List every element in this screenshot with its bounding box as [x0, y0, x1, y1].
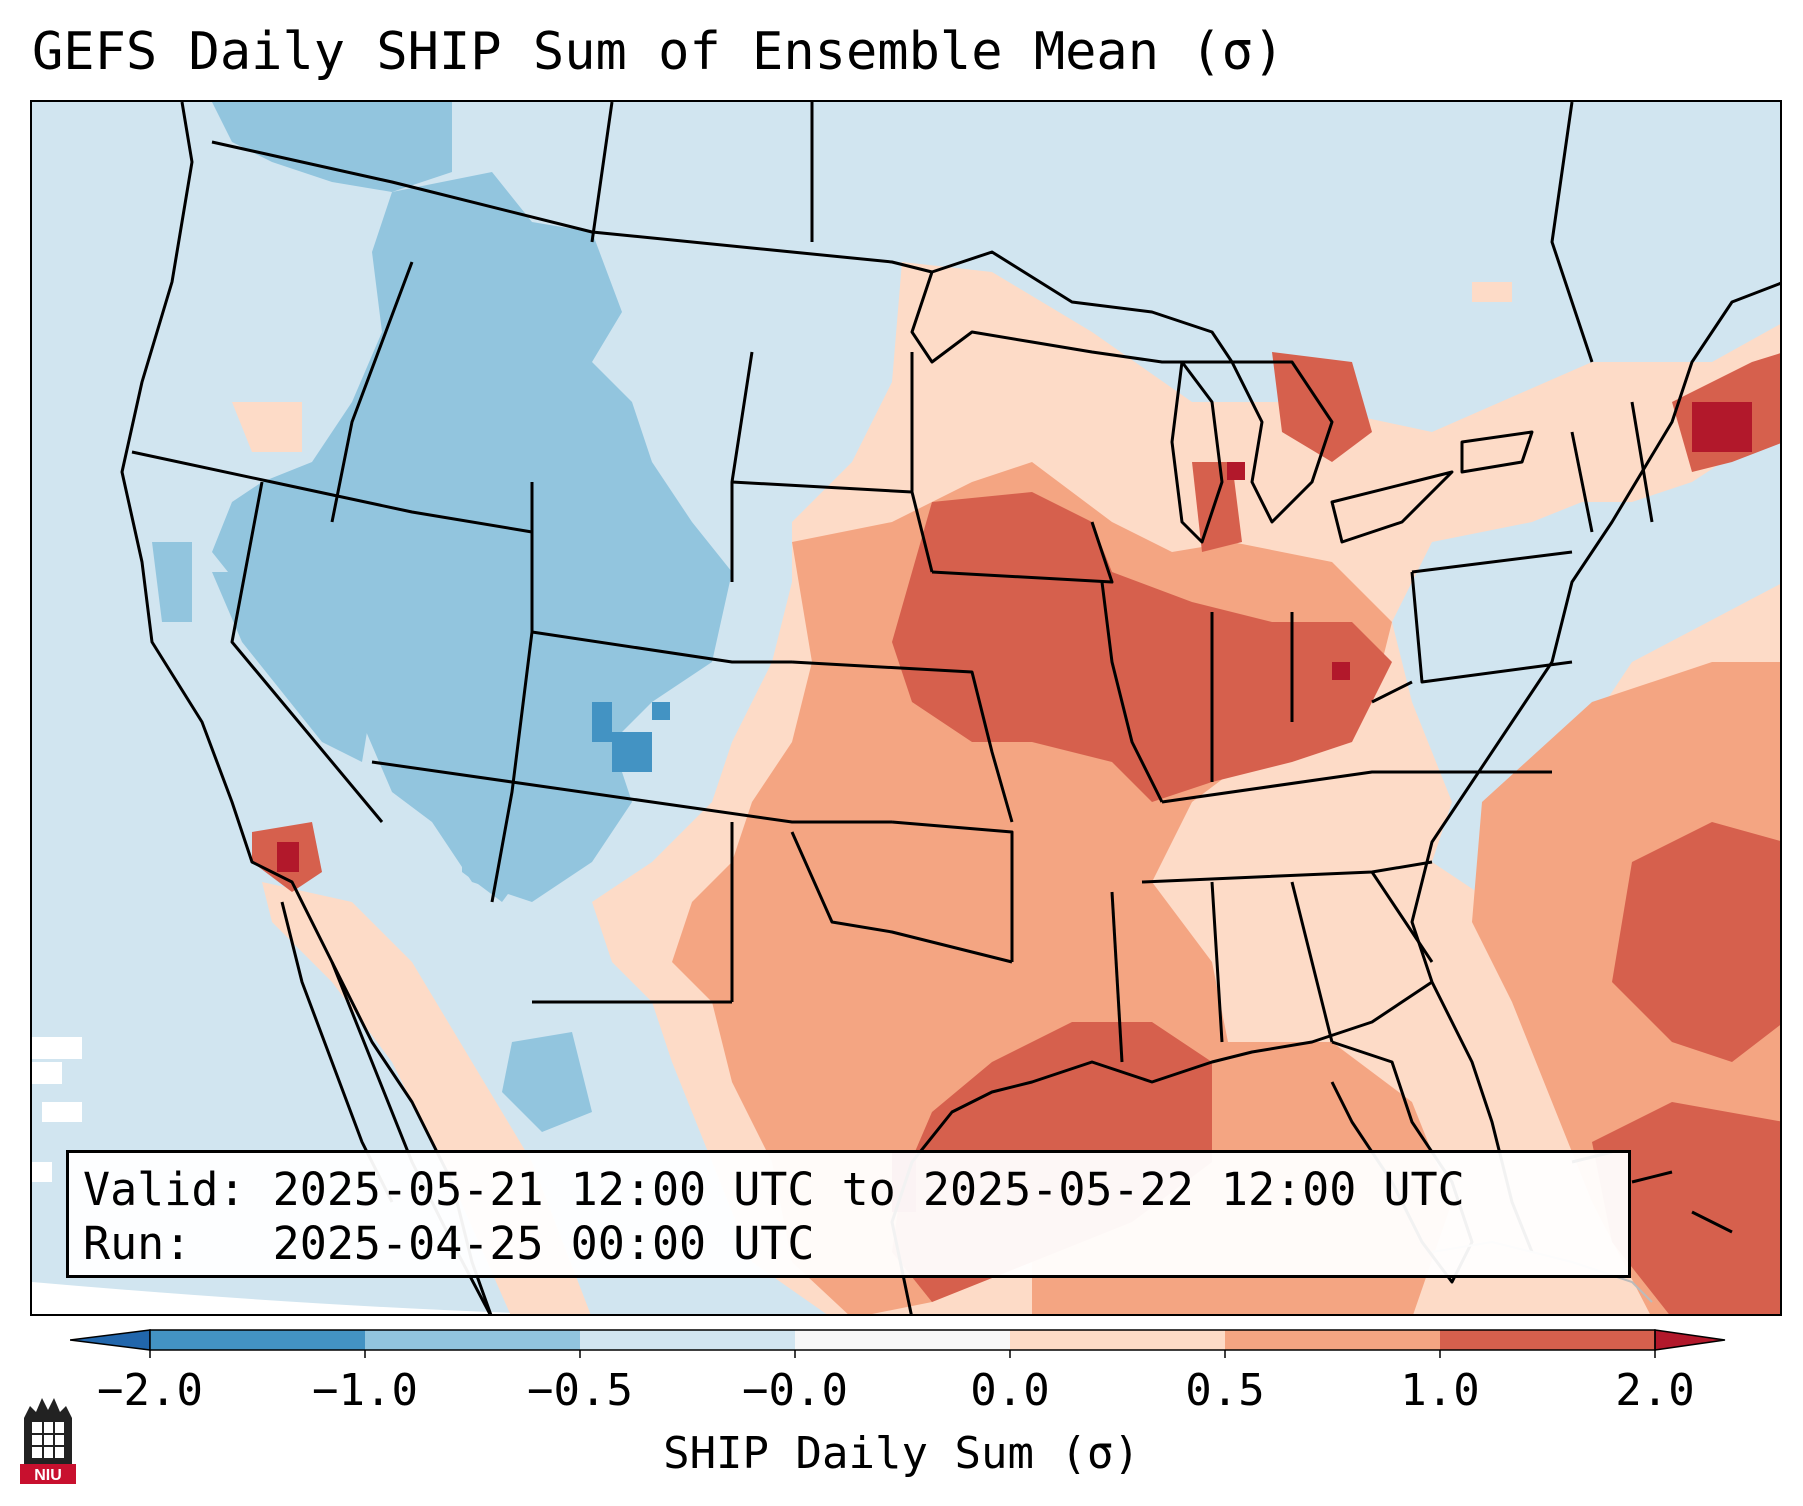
state-line-24: [1210, 881, 1224, 1043]
state-line-2: [330, 261, 414, 523]
state-line-29: [1371, 680, 1413, 704]
bahamas-3: [1691, 1210, 1733, 1234]
positive-region-atlantic-strong: [1612, 822, 1780, 1062]
colorbar-tick-label: −0.5: [527, 1365, 633, 1416]
colorbar-tick-label: 0.0: [970, 1365, 1050, 1416]
lake-ontario: [1460, 430, 1534, 474]
ship-anomaly-map: [32, 102, 1780, 1314]
extreme-positive-socal: [277, 842, 299, 872]
colorbar-segment: [795, 1330, 1010, 1350]
colorbar-over-arrow: [1654, 1329, 1726, 1351]
state-line-23: [1110, 891, 1124, 1063]
lake-superior: [910, 250, 1234, 364]
state-line-32: [1550, 102, 1594, 363]
negative-region-nevada: [212, 572, 372, 762]
positive-region-michigan-strong: [1192, 462, 1242, 552]
negative-region-pacnw: [212, 102, 452, 192]
state-line-30: [1570, 431, 1594, 533]
positive-region-midwest-strong: [892, 492, 1392, 802]
map-title: GEFS Daily SHIP Sum of Ensemble Mean (σ): [32, 22, 1285, 82]
state-line-18: [1100, 581, 1164, 803]
state-line-28: [1410, 571, 1573, 684]
colorbar-outline: [149, 1329, 1656, 1351]
lake-huron-michigan-east: [1230, 360, 1334, 524]
colorbar-segments: [70, 1329, 1726, 1358]
colorbar-label: SHIP Daily Sum (σ): [663, 1428, 1140, 1479]
run-time-line: Run: 2025-04-25 00:00 UTC: [83, 1217, 815, 1270]
state-line-3: [490, 482, 534, 903]
coastline-east: [1410, 281, 1780, 1253]
state-line-17: [931, 521, 1114, 584]
state-line-15: [790, 831, 1013, 964]
canada-border: [211, 140, 933, 274]
positive-region-canada-light: [1472, 282, 1512, 302]
niu-logo-icon: NIU: [20, 1392, 76, 1484]
bahamas-2: [1631, 1170, 1673, 1184]
logo-text: NIU: [34, 1467, 62, 1484]
state-line-10: [590, 102, 614, 243]
state-line-26: [1370, 871, 1434, 963]
state-line-31: [1630, 401, 1654, 523]
state-line-1: [131, 450, 533, 534]
colorbar-segment: [365, 1330, 580, 1350]
colorbar-tick-label: 1.0: [1400, 1365, 1480, 1416]
extreme-positive-ohio: [1332, 662, 1350, 680]
projection-edge-bottom-left: [32, 1282, 543, 1314]
valid-run-info-box: Valid: 2025-05-21 12:00 UTC to 2025-05-2…: [66, 1150, 1631, 1278]
white-patch-pacific-3: [42, 1102, 82, 1122]
colorbar-under-arrow: [70, 1329, 151, 1351]
colorbar-segment: [580, 1330, 795, 1350]
positive-region-oregon-light: [232, 402, 302, 452]
lake-erie: [1330, 470, 1454, 544]
colorbar-tick-label: −1.0: [312, 1365, 418, 1416]
negative-region-mexico: [502, 1032, 592, 1132]
lake-michigan: [1170, 360, 1224, 544]
negative-region-oregon: [152, 542, 192, 622]
coastline-west: [120, 102, 493, 1314]
state-line-6: [371, 760, 892, 824]
state-line-5: [531, 630, 792, 664]
negative-region-arizona: [462, 782, 532, 902]
state-line-13: [791, 660, 1014, 823]
state-line-14: [891, 820, 1014, 962]
white-patch-pacific-1: [32, 1037, 82, 1059]
colorbar-segment: [150, 1330, 365, 1350]
state-line-21: [1161, 770, 1552, 804]
colorbar-segment: [1440, 1330, 1655, 1350]
colorbar-segment: [1010, 1330, 1225, 1350]
state-line-25: [1290, 881, 1334, 1043]
valid-time-line: Valid: 2025-05-21 12:00 UTC to 2025-05-2…: [83, 1163, 1465, 1216]
strong-negative-colorado-1: [592, 702, 612, 742]
colorbar-tick-label: 0.5: [1185, 1365, 1265, 1416]
white-patch-pacific-2: [32, 1062, 62, 1084]
state-line-4: [230, 481, 384, 823]
strong-negative-colorado-3: [652, 702, 670, 720]
positive-region-atlantic-strong-2: [1592, 1102, 1780, 1314]
white-patch-pacific-4: [32, 1162, 52, 1182]
colorbar-tick-label: −0.0: [742, 1365, 848, 1416]
strong-negative-colorado-2: [612, 732, 652, 772]
colorbar-tick-label: 2.0: [1615, 1365, 1695, 1416]
map-panel: [30, 100, 1782, 1316]
state-line-27: [1411, 550, 1573, 574]
colorbar-segment: [1225, 1330, 1440, 1350]
extreme-positive-michigan: [1227, 462, 1245, 480]
colorbar: [70, 1329, 1726, 1358]
colorbar-tick-label: −2.0: [97, 1365, 203, 1416]
extreme-positive-maine: [1692, 402, 1752, 452]
